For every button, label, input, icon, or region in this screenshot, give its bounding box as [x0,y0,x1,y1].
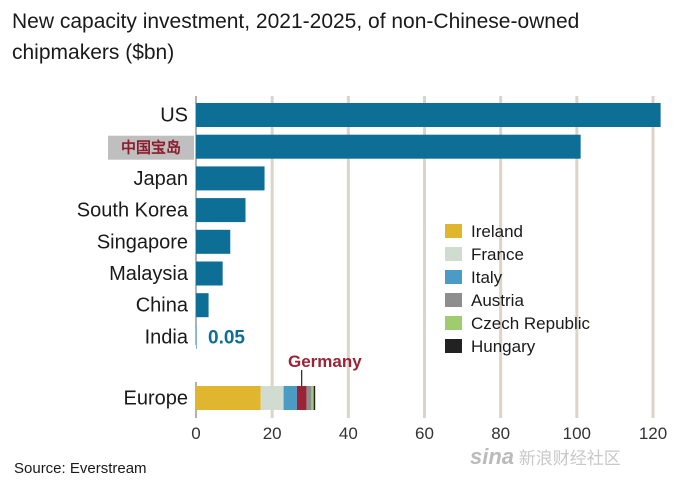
watermark: sina 新浪财经社区 [470,444,621,470]
stacked-segment [283,386,297,410]
legend-label: Austria [471,291,524,310]
legend-label: Ireland [471,222,523,241]
bar [196,261,223,286]
source-note: Source: Everstream [14,460,147,477]
legend-label: Czech Republic [471,314,591,333]
stacked-segment [296,386,307,410]
bar [196,198,246,223]
x-tick-label: 60 [415,424,434,443]
legend-swatch [445,270,462,284]
stacked-segment [260,386,284,410]
category-label: South Korea [77,200,189,222]
legend-label: Hungary [471,337,536,356]
x-tick-label: 0 [191,424,200,443]
category-label: India [145,326,189,348]
x-tick-label: 120 [639,424,667,443]
legend-swatch [445,339,462,353]
stacked-segment [196,386,261,410]
category-label: Europe [124,388,189,410]
legend-swatch [445,247,462,261]
bar [196,103,661,127]
bar [196,166,265,191]
x-tick-label: 80 [491,424,510,443]
sina-logo: sina [470,444,515,469]
legend-swatch [445,224,462,238]
stacked-segment [311,386,314,410]
category-label: China [136,295,189,317]
label-layer: 0 20 40 60 80 100 120 US 中国宝岛 Japan South Korea Sin… [77,105,667,444]
category-label: Malaysia [109,263,189,285]
x-tick-label: 100 [563,424,591,443]
category-label: US [160,105,188,127]
bar [196,134,581,159]
stacked-segment [313,386,316,410]
callout-label: Germany [288,352,362,371]
bar [196,229,231,254]
x-tick-label: 20 [263,424,282,443]
category-label: Singapore [97,231,188,253]
x-tick-label: 40 [339,424,358,443]
watermark-text: 新浪财经社区 [518,449,621,468]
legend-swatch [445,316,462,330]
stacked-segment [306,386,312,410]
bar [196,293,209,318]
legend-layer: Ireland France Italy Austria Czech Republic H… [445,222,591,356]
legend-label: Italy [471,268,503,287]
bar-layer [196,103,661,410]
category-label: Japan [134,168,189,190]
category-label: 中国宝岛 [121,139,181,157]
legend-swatch [445,293,462,307]
legend-label: France [471,245,524,264]
bar [196,324,197,349]
highlight-box [108,135,194,160]
chart-title: New capacity investment, 2021-2025, of n… [12,10,580,64]
value-label: 0.05 [208,327,245,348]
